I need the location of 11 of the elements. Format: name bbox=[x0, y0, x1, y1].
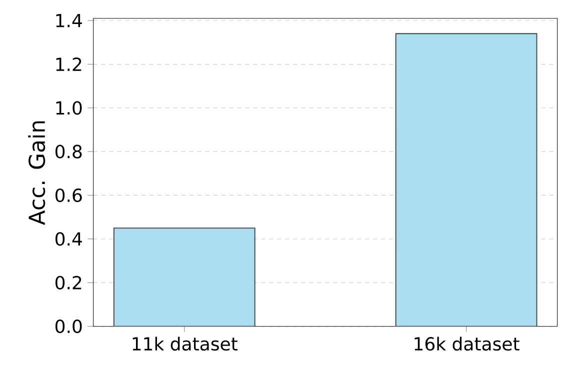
y-tick-label: 1.4 bbox=[56, 14, 82, 28]
y-tick-label: 0.2 bbox=[56, 276, 82, 290]
y-tick-label: 0.6 bbox=[56, 188, 82, 202]
x-tick-label: 16k dataset bbox=[414, 336, 520, 351]
y-tick-label: 1.2 bbox=[56, 58, 82, 71]
x-tick-label: 11k dataset bbox=[132, 336, 238, 351]
y-tick-label: 0.8 bbox=[56, 144, 82, 158]
y-tick-label: 1.0 bbox=[56, 101, 82, 115]
y-tick-label: 0.4 bbox=[56, 232, 82, 246]
y-tick-label: 0.0 bbox=[56, 320, 82, 334]
y-axis-title: Acc. Gain bbox=[28, 121, 46, 226]
